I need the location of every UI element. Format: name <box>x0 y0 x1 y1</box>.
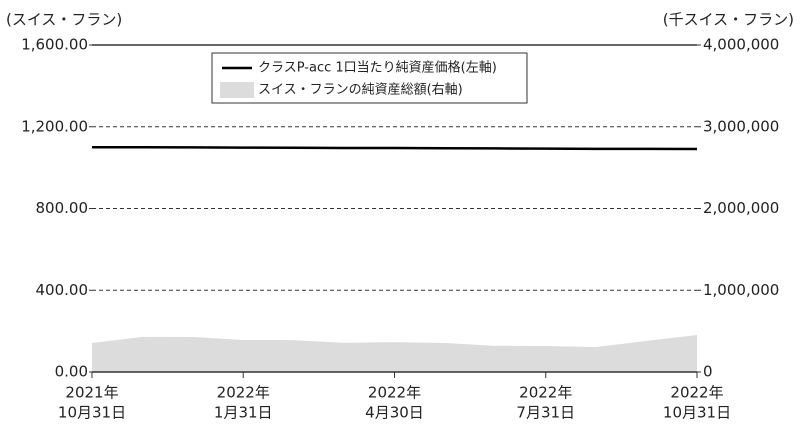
x-tick-label: 2022年 <box>368 384 421 402</box>
y-tick-label: 800.00 <box>36 199 89 217</box>
x-tick-label: 2021年 <box>65 384 118 402</box>
y-axis-label: (スイス・フラン) <box>6 11 122 29</box>
y2-tick-label: 0 <box>703 363 713 381</box>
y-tick-label: 1,200.00 <box>21 117 88 135</box>
legend: クラスP-acc 1口当たり純資産価格(左軸) スイス・フランの純資産総額(右軸) <box>211 52 528 104</box>
x-tick-label: 4月30日 <box>365 404 424 422</box>
y-tick-label: 400.00 <box>36 281 89 299</box>
x-tick-label: 2022年 <box>217 384 270 402</box>
legend-box <box>211 52 528 104</box>
x-tick-label: 10月31日 <box>663 404 731 422</box>
x-tick-label: 1月31日 <box>214 404 273 422</box>
x-tick-label: 2022年 <box>519 384 572 402</box>
x-tick-label: 7月31日 <box>516 404 575 422</box>
y2-tick-label: 4,000,000 <box>703 36 779 54</box>
y-tick-label: 0.00 <box>55 363 88 381</box>
y-tick-label: 1,600.00 <box>21 36 88 54</box>
x-tick-label: 2022年 <box>670 384 723 402</box>
y2-tick-label: 2,000,000 <box>703 199 779 217</box>
line <box>92 145 698 151</box>
y2-tick-label: 3,000,000 <box>703 117 779 135</box>
legend-swatch <box>220 82 254 98</box>
y2-axis-label: (千スイス・フラン) <box>663 11 794 29</box>
x-tick-label: 10月31日 <box>58 404 126 422</box>
legend-label: スイス・フランの純資産総額(右軸) <box>258 82 463 98</box>
legend-label: クラスP-acc 1口当たり純資産価格(左軸) <box>258 60 497 76</box>
area <box>92 334 697 372</box>
y2-tick-label: 1,000,000 <box>703 281 779 299</box>
